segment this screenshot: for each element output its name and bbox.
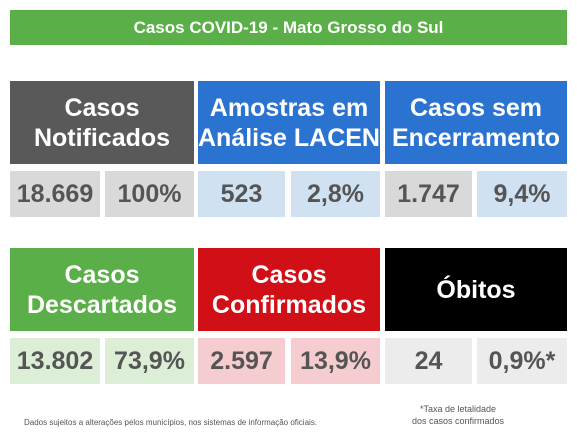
obitos-label: Óbitos	[436, 275, 516, 304]
confirmados-percent: 13,9%	[291, 338, 380, 384]
encerramento-percent: 9,4%	[477, 171, 567, 217]
data-disclaimer: Dados sujeitos a alterações pelos municí…	[24, 418, 318, 427]
descartados-value: 13.802	[10, 338, 100, 384]
obitos-value: 24	[385, 338, 472, 384]
notificados-label-line2: Notificados	[33, 123, 171, 152]
notificados-label-line1: Casos	[64, 93, 140, 122]
lacen-value: 523	[198, 171, 285, 217]
obitos-header: Óbitos	[385, 248, 567, 331]
title-text: Casos COVID-19 - Mato Grosso do Sul	[133, 17, 444, 37]
title-banner: Casos COVID-19 - Mato Grosso do Sul	[10, 10, 567, 45]
confirmados-label-line1: Casos	[251, 260, 327, 289]
lacen-label-line1: Amostras em	[209, 93, 369, 122]
encerramento-label-line1: Casos sem	[409, 93, 543, 122]
lethality-note-line2: dos casos confirmados	[412, 416, 505, 426]
descartados-percent: 73,9%	[105, 338, 194, 384]
descartados-label-line2: Descartados	[26, 290, 178, 319]
lacen-percent: 2,8%	[291, 171, 380, 217]
encerramento-value: 1.747	[385, 171, 472, 217]
obitos-percent: 0,9%*	[477, 338, 567, 384]
descartados-header: Casos Descartados	[10, 248, 194, 331]
lacen-label-line2: Análise LACEN	[198, 123, 380, 152]
lethality-note-line1: *Taxa de letalidade	[419, 404, 497, 414]
confirmados-value: 2.597	[198, 338, 285, 384]
confirmados-header: Casos Confirmados	[198, 248, 380, 331]
notificados-percent: 100%	[105, 171, 194, 217]
encerramento-header: Casos sem Encerramento	[385, 81, 567, 164]
notificados-header: Casos Notificados	[10, 81, 194, 164]
lacen-header: Amostras em Análise LACEN	[198, 81, 380, 164]
encerramento-label-line2: Encerramento	[391, 123, 561, 152]
descartados-label-line1: Casos	[64, 260, 140, 289]
notificados-value: 18.669	[10, 171, 100, 217]
confirmados-label-line2: Confirmados	[211, 290, 367, 319]
lethality-note: *Taxa de letalidade dos casos confirmado…	[412, 403, 504, 427]
